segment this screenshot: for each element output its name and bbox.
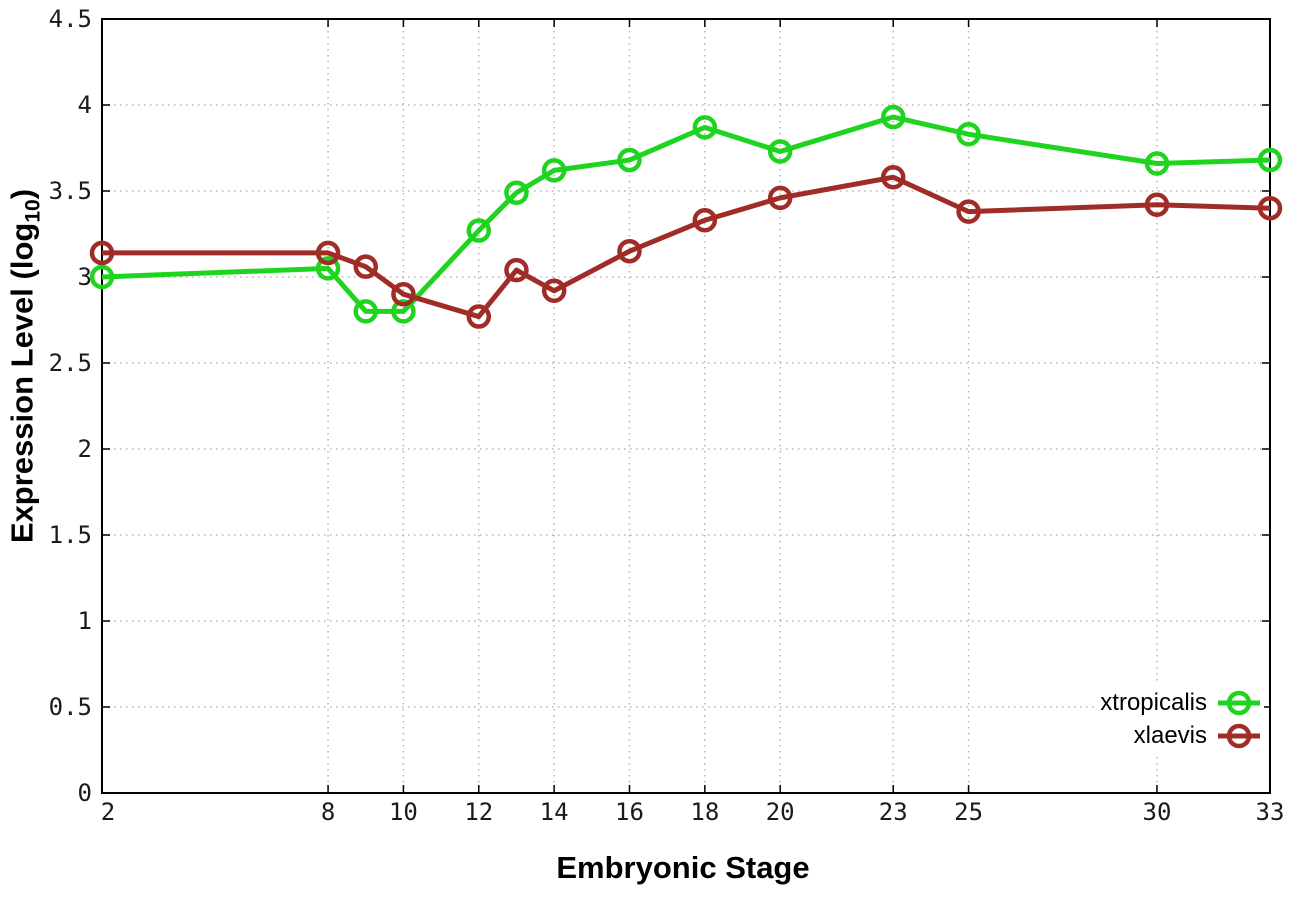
data-point-xtropicalis <box>504 180 529 205</box>
y-tick-label: 0 <box>78 779 92 807</box>
legend-row-xtropicalis: xtropicalis <box>1100 686 1262 719</box>
data-point-xlaevis <box>956 199 981 224</box>
x-tick-label: 10 <box>389 798 418 826</box>
data-point-xlaevis <box>466 304 492 329</box>
data-point-xlaevis <box>1144 192 1170 218</box>
data-point-xtropicalis <box>466 218 492 243</box>
data-point-xlaevis <box>880 164 906 190</box>
x-tick-label: 8 <box>321 798 335 826</box>
data-point-xtropicalis <box>956 121 981 147</box>
x-tick-label: 30 <box>1143 798 1172 826</box>
y-tick-label: 3.5 <box>49 177 92 205</box>
y-axis-title-text: Expression Level (log <box>4 222 40 544</box>
x-tick-label: 23 <box>879 798 908 826</box>
data-point-xlaevis <box>617 238 642 264</box>
x-tick-label: 25 <box>954 798 983 826</box>
y-axis-title-subscript: 10 <box>21 199 45 223</box>
plot-border <box>101 18 1271 794</box>
legend-marker-xtropicalis-icon <box>1218 690 1260 715</box>
data-point-xtropicalis <box>391 299 416 324</box>
y-tick-label: 1 <box>78 607 92 635</box>
y-axis-title-suffix: ) <box>4 188 40 200</box>
y-tick-label: 4 <box>78 91 92 119</box>
y-tick-label: 0.5 <box>49 693 92 721</box>
x-tick-label: 12 <box>464 798 493 826</box>
series-line-xlaevis <box>102 174 1271 320</box>
y-axis-title: Expression Level (log10) <box>4 189 45 543</box>
data-point-xtropicalis <box>89 264 115 290</box>
legend-marker-xlaevis-icon <box>1218 723 1260 748</box>
legend-label-xlaevis: xlaevis <box>1133 721 1207 749</box>
data-point-xtropicalis <box>1144 151 1170 176</box>
data-point-xtropicalis <box>617 147 642 173</box>
legend-row-xlaevis: xlaevis <box>1100 719 1262 752</box>
data-point-xtropicalis <box>353 299 378 324</box>
legend-label-xtropicalis: xtropicalis <box>1100 688 1207 716</box>
data-point-xlaevis <box>767 185 793 211</box>
x-tick-label: 18 <box>690 798 719 826</box>
data-point-xtropicalis <box>315 256 341 281</box>
x-tick-label: 14 <box>540 798 569 826</box>
x-tick-label: 2 <box>101 798 115 826</box>
x-tick-label: 20 <box>766 798 795 826</box>
data-point-xtropicalis <box>880 104 906 130</box>
data-point-xtropicalis <box>692 115 718 140</box>
y-tick-label: 2.5 <box>49 349 92 377</box>
x-tick-label: 33 <box>1256 798 1285 826</box>
series-line-xtropicalis <box>101 114 1271 314</box>
data-point-xlaevis <box>353 254 378 279</box>
data-point-xlaevis <box>89 240 115 266</box>
data-point-xtropicalis <box>541 158 567 183</box>
data-point-xtropicalis <box>1257 147 1283 173</box>
x-axis-title: Embryonic Stage <box>556 850 810 885</box>
y-tick-label: 1.5 <box>49 521 92 549</box>
data-point-xlaevis <box>504 257 529 283</box>
data-point-xlaevis <box>391 281 416 307</box>
data-point-xlaevis <box>692 207 718 233</box>
data-point-xlaevis <box>1257 195 1283 221</box>
y-tick-label: 4.5 <box>49 5 92 33</box>
data-point-xlaevis <box>541 278 567 304</box>
data-point-xtropicalis <box>767 139 793 164</box>
legend: xtropicalis xlaevis <box>1098 684 1264 754</box>
y-tick-label: 3 <box>78 263 92 291</box>
x-tick-label: 16 <box>615 798 644 826</box>
data-point-xlaevis <box>315 240 341 266</box>
y-tick-label: 2 <box>78 435 92 463</box>
